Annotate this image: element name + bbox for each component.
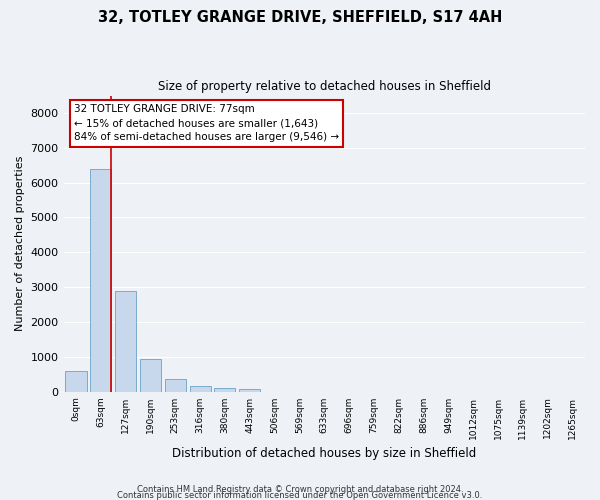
Bar (90, 168, 112, 392)
Bar (165, 380, 186, 392)
Text: 32 TOTLEY GRANGE DRIVE: 77sqm
← 15% of detached houses are smaller (1,643)
84% o: 32 TOTLEY GRANGE DRIVE: 77sqm ← 15% of d… (74, 104, 339, 142)
Text: Contains HM Land Registry data © Crown copyright and database right 2024.: Contains HM Land Registry data © Crown c… (137, 484, 463, 494)
Text: 32, TOTLEY GRANGE DRIVE, SHEFFIELD, S17 4AH: 32, TOTLEY GRANGE DRIVE, SHEFFIELD, S17 … (98, 10, 502, 25)
Title: Size of property relative to detached houses in Sheffield: Size of property relative to detached ho… (158, 80, 491, 93)
Bar (190, 386, 211, 392)
Bar (239, 389, 260, 392)
Text: Contains public sector information licensed under the Open Government Licence v3: Contains public sector information licen… (118, 490, 482, 500)
X-axis label: Distribution of detached houses by size in Sheffield: Distribution of detached houses by size … (172, 447, 476, 460)
Bar (65, 371, 86, 392)
Bar (214, 388, 235, 392)
Y-axis label: Number of detached properties: Number of detached properties (15, 156, 25, 332)
Bar (140, 358, 161, 392)
Bar (115, 290, 136, 392)
